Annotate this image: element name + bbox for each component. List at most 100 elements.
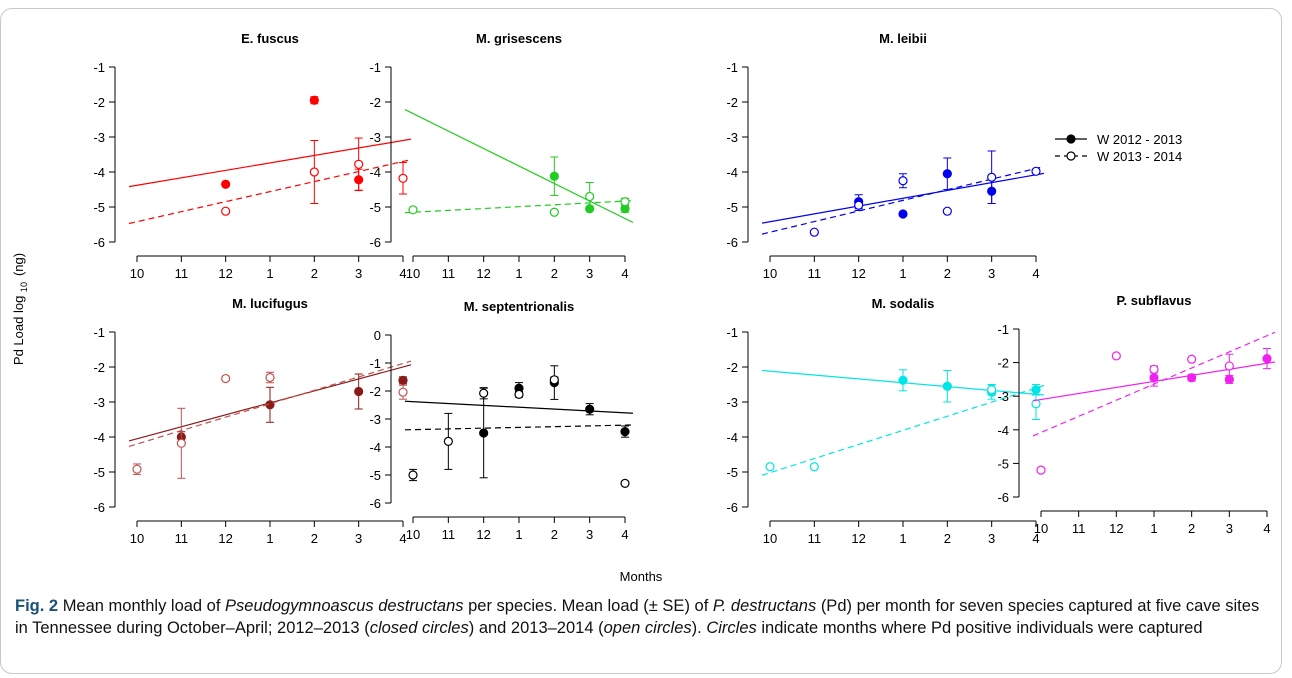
data-point-closed bbox=[1149, 373, 1159, 383]
data-point-closed bbox=[942, 381, 952, 391]
x-tick-label: 10 bbox=[763, 266, 777, 281]
x-tick-label: 10 bbox=[406, 527, 420, 542]
data-point-open bbox=[176, 438, 186, 448]
x-tick-label: 11 bbox=[808, 531, 822, 546]
y-tick-label: -6 bbox=[369, 496, 381, 511]
x-tick-label: 10 bbox=[130, 266, 144, 281]
data-point-open bbox=[620, 478, 630, 488]
y-tick-label: -2 bbox=[726, 360, 738, 375]
y-tick-label: -3 bbox=[726, 395, 738, 410]
data-point-open bbox=[1149, 364, 1159, 374]
x-tick-label: 3 bbox=[988, 266, 995, 281]
data-point-open bbox=[265, 372, 275, 383]
caption-species-short: P. destructans bbox=[712, 597, 817, 615]
x-tick-label: 10 bbox=[763, 531, 777, 546]
y-tick-label: -5 bbox=[726, 200, 738, 215]
trend-line-2012-2013 bbox=[761, 172, 1045, 224]
chart-panels: E. fuscus-1-2-3-4-5-610 11 12 1 2 3 4M. grises… bbox=[93, 31, 1276, 546]
data-point-open bbox=[549, 207, 559, 217]
caption-text: ) and 2013–2014 ( bbox=[468, 619, 604, 637]
x-tick-label: 11 bbox=[175, 266, 189, 281]
data-point-open bbox=[942, 206, 952, 216]
legend-marker bbox=[1066, 151, 1076, 161]
caption-figure-label: Fig. 2 bbox=[15, 597, 59, 615]
y-tick-label: -3 bbox=[93, 130, 105, 145]
data-point-open bbox=[514, 389, 524, 399]
data-point-open bbox=[1031, 166, 1041, 176]
x-tick-label: 12 bbox=[218, 266, 232, 281]
x-tick-label: 11 bbox=[442, 527, 456, 542]
x-tick-label: 4 bbox=[399, 266, 406, 281]
data-point-open bbox=[354, 159, 364, 169]
data-point-open bbox=[549, 375, 559, 385]
x-tick-label: 4 bbox=[1032, 266, 1039, 281]
legend-marker bbox=[1066, 134, 1076, 144]
x-tick-label: 4 bbox=[399, 531, 406, 546]
x-tick-label: 3 bbox=[355, 531, 362, 546]
panel-title: M. grisescens bbox=[476, 31, 562, 46]
data-point-open bbox=[398, 387, 408, 397]
data-point-closed bbox=[479, 428, 489, 438]
x-tick-label: 4 bbox=[621, 266, 628, 281]
caption-circles: Circles bbox=[706, 619, 757, 637]
y-tick-label: -5 bbox=[726, 465, 738, 480]
panel-title: M. lucifugus bbox=[232, 296, 308, 311]
panel-title: M. septentrionalis bbox=[464, 299, 575, 314]
y-tick-label: -4 bbox=[726, 165, 738, 180]
trend-line-2013-2014 bbox=[128, 360, 412, 447]
x-tick-label: 11 bbox=[1072, 521, 1086, 536]
x-tick-label: 12 bbox=[851, 266, 865, 281]
data-point-open bbox=[398, 173, 408, 183]
x-tick-label: 2 bbox=[944, 531, 951, 546]
chart-panel: P. subflavus-1-2-3-4-5-610 11 12 1 2 3 4 bbox=[997, 293, 1276, 536]
x-tick-label: 2 bbox=[1188, 521, 1195, 536]
x-tick-label: 1 bbox=[515, 527, 522, 542]
x-tick-label: 1 bbox=[899, 531, 906, 546]
y-tick-label: -4 bbox=[726, 430, 738, 445]
x-tick-label: 1 bbox=[515, 266, 522, 281]
trend-line-2013-2014 bbox=[404, 424, 634, 431]
legend-label: W 2012 - 2013 bbox=[1097, 132, 1182, 147]
panel-title: E. fuscus bbox=[241, 31, 299, 46]
data-point-closed bbox=[1262, 353, 1272, 364]
x-tick-label: 12 bbox=[476, 527, 490, 542]
y-tick-label: -3 bbox=[726, 130, 738, 145]
y-tick-label: -4 bbox=[369, 440, 381, 455]
data-point-open bbox=[443, 436, 453, 446]
legend-label: W 2013 - 2014 bbox=[1097, 149, 1182, 164]
x-tick-label: 2 bbox=[944, 266, 951, 281]
data-point-open bbox=[479, 388, 489, 398]
y-tick-label: -2 bbox=[93, 95, 105, 110]
data-point-closed bbox=[221, 179, 231, 189]
y-tick-label: -6 bbox=[726, 500, 738, 515]
trend-line-2013-2014 bbox=[404, 200, 634, 214]
figure-caption: Fig. 2 Mean monthly load of Pseudogymnoa… bbox=[15, 595, 1265, 639]
caption-text: (Pd) per month for seven species capture… bbox=[15, 597, 1260, 637]
data-point-open bbox=[408, 205, 418, 215]
chart-panel: E. fuscus-1-2-3-4-5-610 11 12 1 2 3 4 bbox=[93, 31, 412, 281]
x-tick-label: 11 bbox=[442, 266, 456, 281]
x-tick-label: 2 bbox=[551, 266, 558, 281]
panel-title: M. leibii bbox=[879, 31, 927, 46]
y-tick-label: -3 bbox=[997, 389, 1009, 404]
data-point-open bbox=[809, 227, 819, 237]
caption-species-name: Pseudogymnoascus destructans bbox=[225, 597, 464, 615]
y-tick-label: -2 bbox=[997, 356, 1009, 371]
x-tick-label: 4 bbox=[1263, 521, 1270, 536]
chart-panel: M. leibii-1-2-3-4-5-610 11 12 1 2 3 4 bbox=[726, 31, 1045, 281]
y-tick-label: -1 bbox=[997, 322, 1009, 337]
chart-panel: M. grisescens-1-2-3-4-5-610 11 12 1 2 3 4 bbox=[369, 31, 634, 281]
y-tick-label: -6 bbox=[93, 235, 105, 250]
caption-text: per species. Mean load (± SE) of bbox=[468, 597, 709, 615]
y-tick-label: -5 bbox=[369, 200, 381, 215]
y-tick-label: -2 bbox=[726, 95, 738, 110]
y-tick-label: -3 bbox=[369, 412, 381, 427]
caption-closed-circles: closed circles bbox=[369, 619, 469, 637]
x-tick-label: 10 bbox=[406, 266, 420, 281]
y-tick-label: -3 bbox=[369, 130, 381, 145]
y-tick-label: -5 bbox=[93, 465, 105, 480]
figure-frame: E. fuscus -1 -2 -3 -4 -5 -6 10 11 12 1 2 3 4 M. grises… bbox=[0, 8, 1282, 674]
data-point-open bbox=[898, 176, 908, 186]
x-tick-label: 10 bbox=[1034, 521, 1048, 536]
